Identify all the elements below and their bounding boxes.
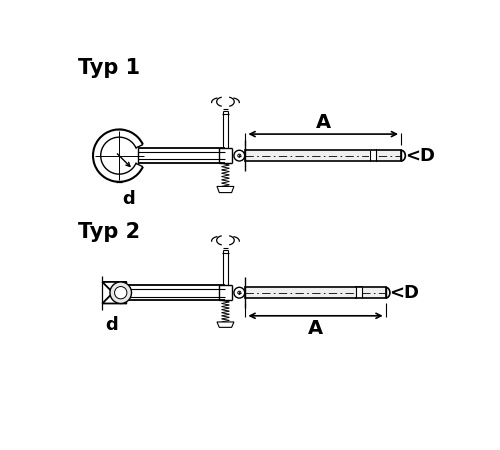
Circle shape	[238, 291, 241, 294]
Text: d: d	[122, 190, 135, 208]
Circle shape	[234, 287, 244, 298]
Circle shape	[234, 150, 244, 161]
Bar	[356, 287, 362, 299]
Text: <D: <D	[390, 284, 420, 302]
Circle shape	[110, 282, 132, 303]
Text: Typ 2: Typ 2	[78, 222, 140, 242]
Polygon shape	[102, 292, 127, 303]
Polygon shape	[102, 282, 127, 292]
Bar	[370, 149, 376, 162]
Polygon shape	[217, 186, 234, 193]
Text: A: A	[316, 113, 331, 132]
Text: <D: <D	[405, 147, 435, 165]
Bar	[246, 287, 386, 298]
Circle shape	[114, 287, 127, 299]
Text: Typ 1: Typ 1	[78, 58, 140, 78]
Text: A: A	[308, 319, 323, 338]
Bar	[246, 150, 401, 161]
Circle shape	[238, 154, 241, 157]
Text: d: d	[106, 316, 118, 334]
Polygon shape	[217, 322, 234, 327]
